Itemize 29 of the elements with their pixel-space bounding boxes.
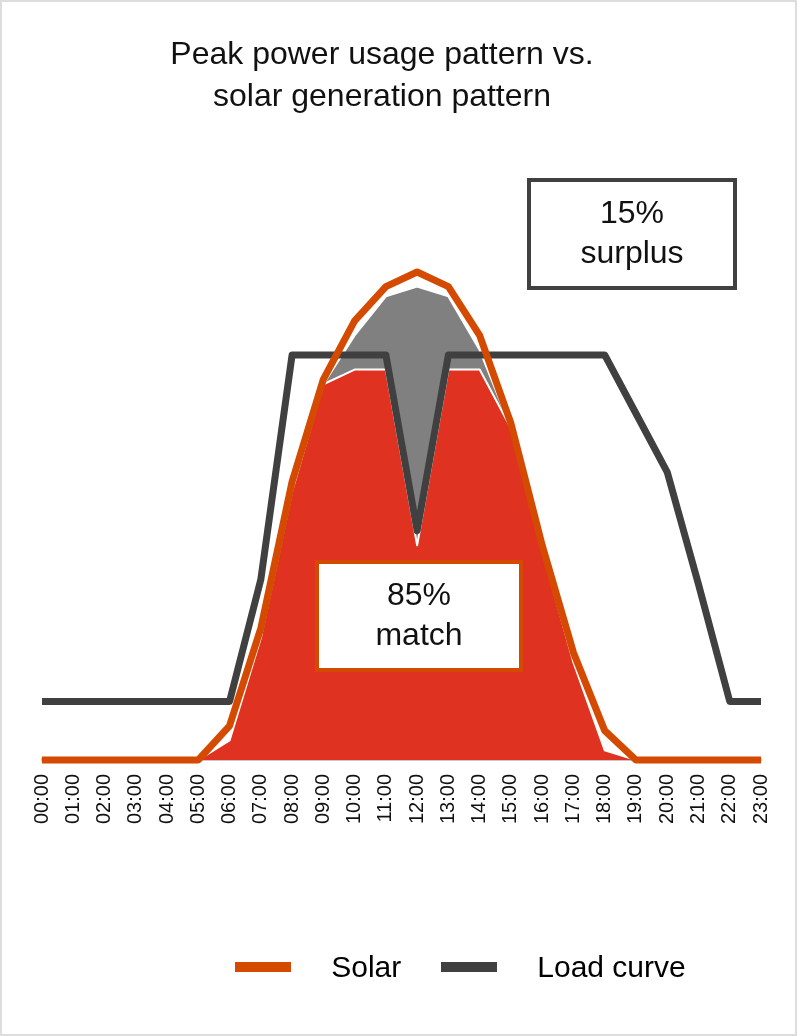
x-tick-label: 22:00 xyxy=(717,773,740,825)
x-tick-label: 05:00 xyxy=(185,773,208,825)
x-tick-label: 01:00 xyxy=(60,773,83,825)
x-tick-label: 04:00 xyxy=(154,773,177,825)
legend-label: Solar xyxy=(331,950,402,984)
x-tick-label: 03:00 xyxy=(123,773,146,825)
x-tick-label: 07:00 xyxy=(248,773,271,825)
x-tick-label: 23:00 xyxy=(748,773,771,825)
chart-title: Peak power usage pattern vs. solar generation pattern xyxy=(169,34,595,115)
x-tick-label: 18:00 xyxy=(592,773,615,825)
x-tick-label: 00:00 xyxy=(29,773,52,825)
x-tick-label: 15:00 xyxy=(498,773,521,825)
x-tick-label: 10:00 xyxy=(342,773,365,825)
x-tick-label: 21:00 xyxy=(685,773,708,825)
x-tick-label: 09:00 xyxy=(310,773,333,825)
x-tick-label: 06:00 xyxy=(217,773,240,825)
x-tick-label: 12:00 xyxy=(404,773,427,825)
text: 15% surplus xyxy=(579,193,685,272)
x-tick-label: 16:00 xyxy=(529,773,552,825)
legend-label: Load curve xyxy=(537,950,686,984)
x-tick-label: 19:00 xyxy=(623,773,646,825)
x-tick-label: 02:00 xyxy=(92,773,115,825)
annotation: 85% match xyxy=(374,575,464,654)
x-tick-label: 20:00 xyxy=(654,773,677,825)
x-tick-label: 08:00 xyxy=(279,773,302,825)
x-tick-label: 17:00 xyxy=(560,773,583,825)
x-tick-label: 13:00 xyxy=(435,773,458,825)
x-tick-label: 14:00 xyxy=(467,773,490,825)
x-tick-label: 11:00 xyxy=(373,773,396,823)
